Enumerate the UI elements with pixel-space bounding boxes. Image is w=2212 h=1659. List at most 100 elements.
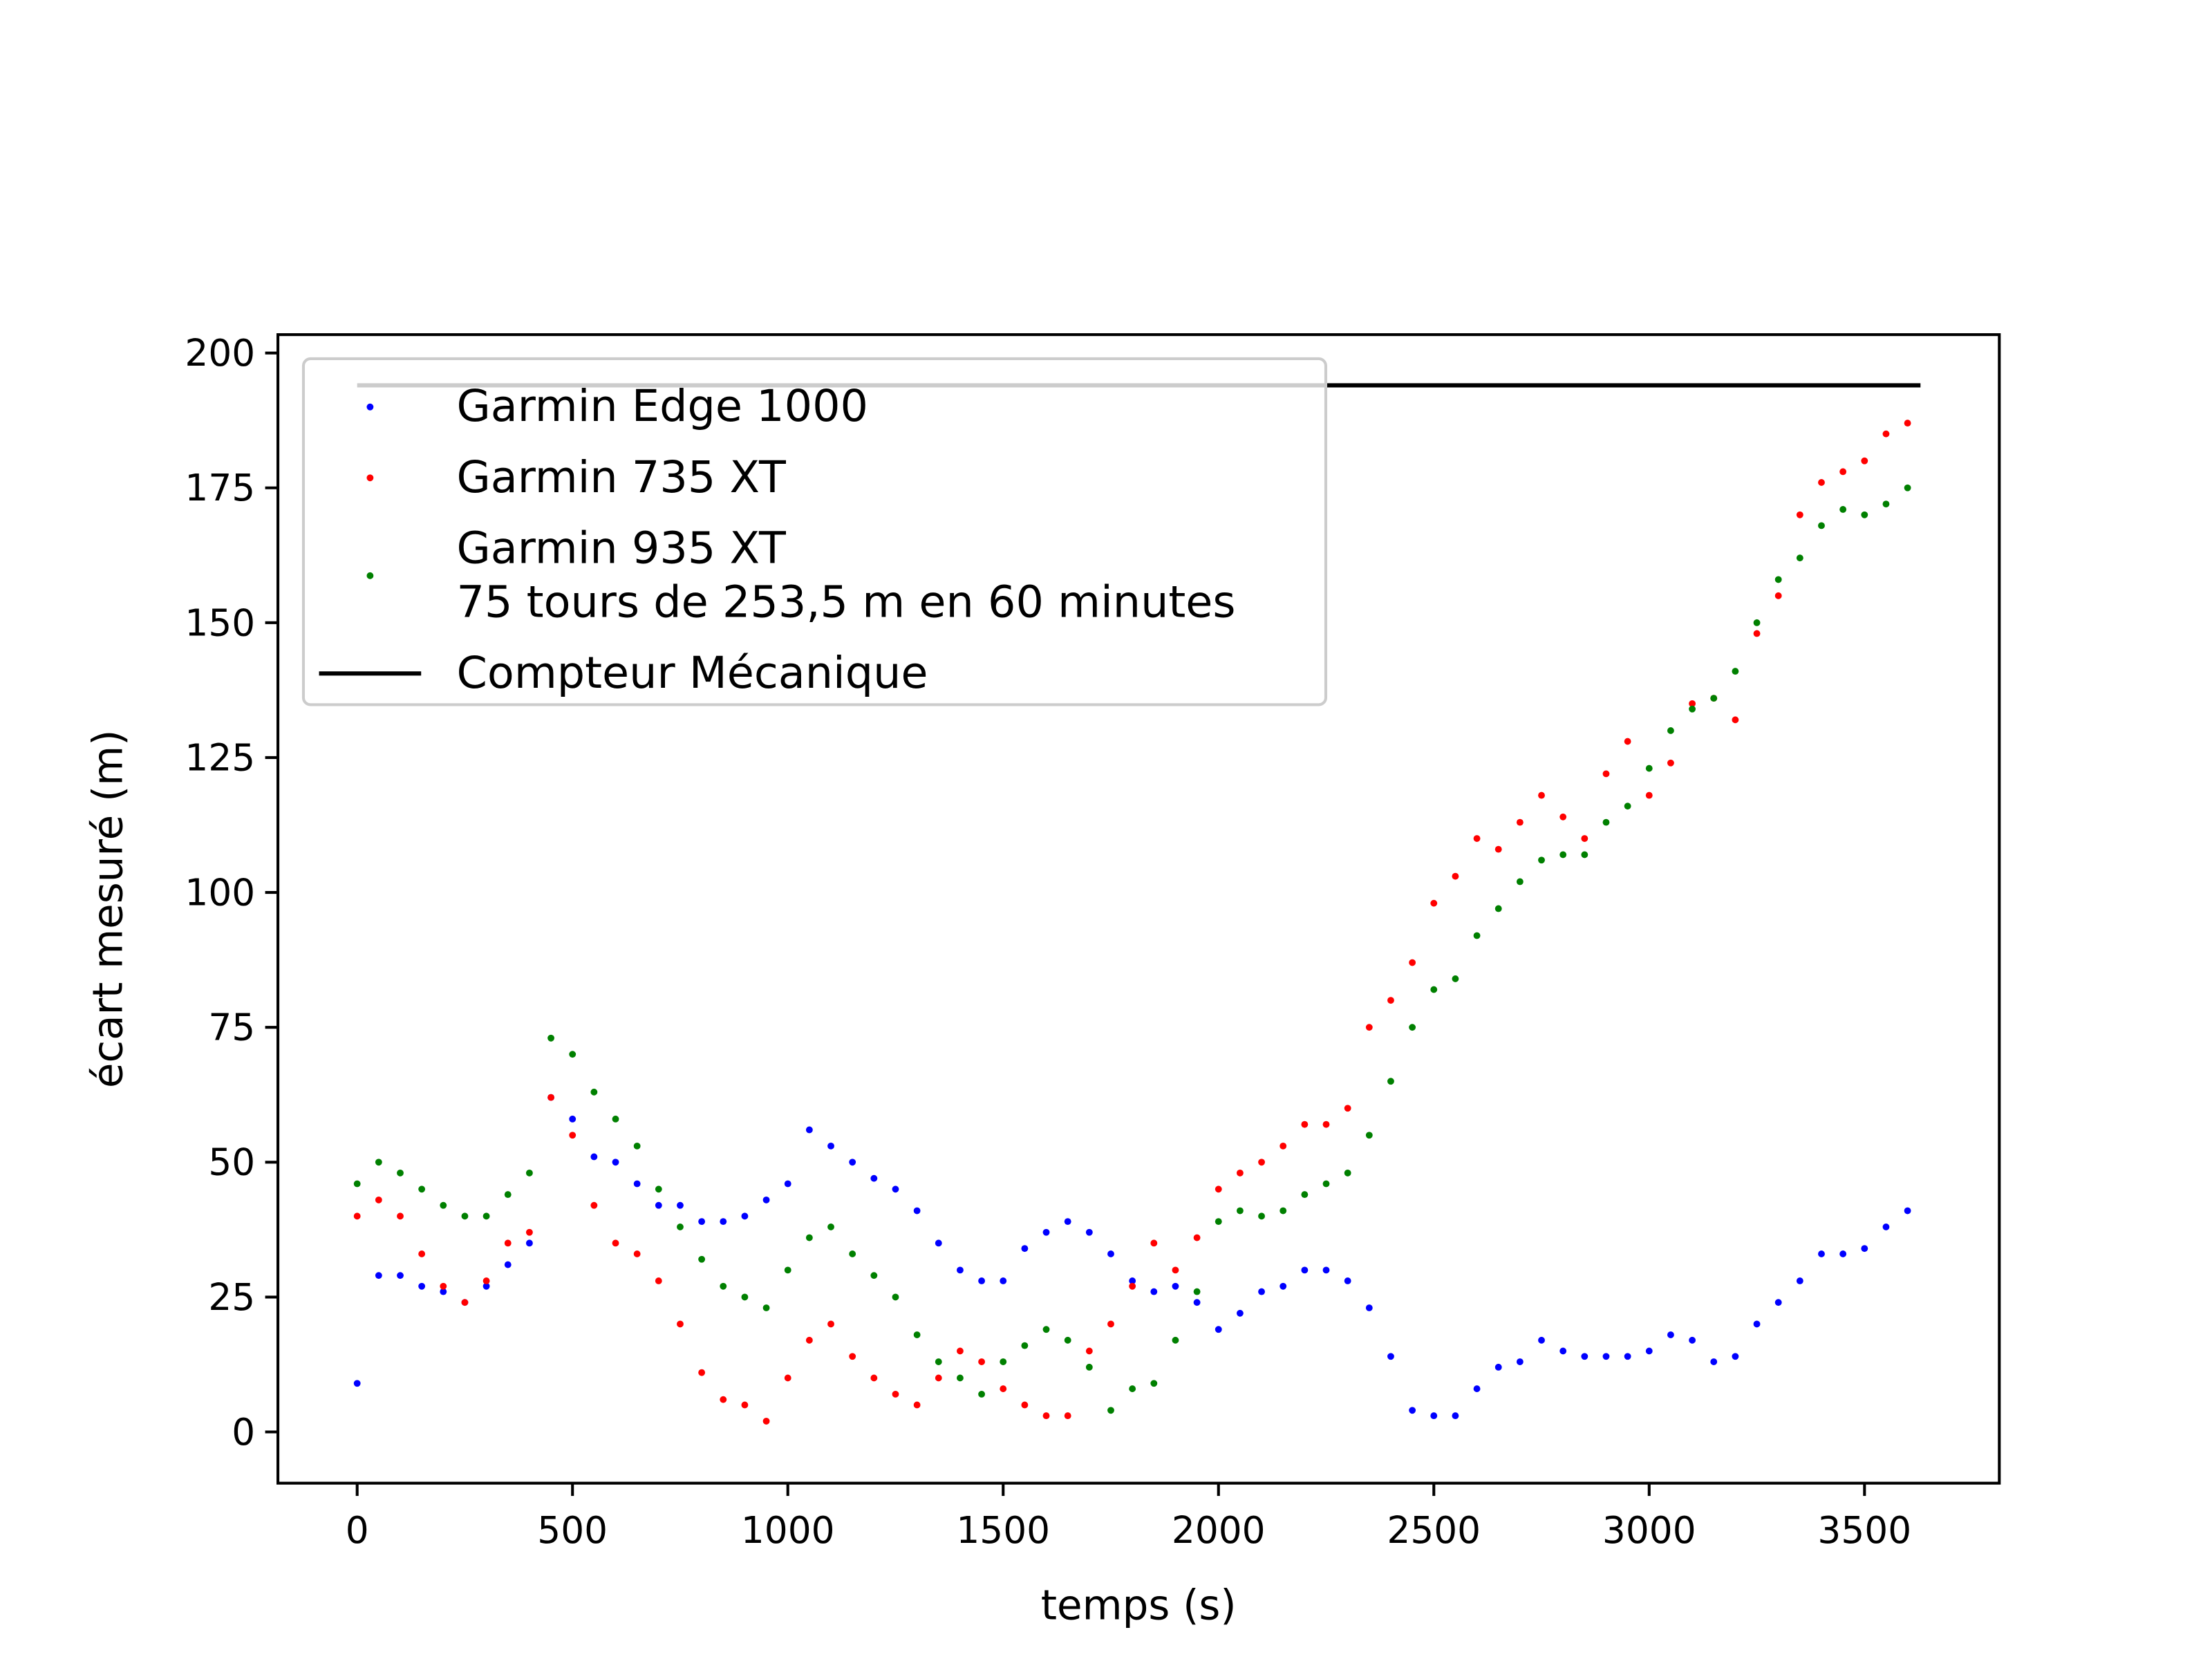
data-point — [547, 1034, 554, 1042]
x-tick-label: 2000 — [1172, 1508, 1266, 1552]
legend-entry: Garmin 735 XT — [305, 442, 1324, 514]
data-point — [1861, 457, 1868, 465]
data-point — [590, 1088, 598, 1096]
data-point — [1064, 1412, 1071, 1420]
data-point — [1516, 1358, 1524, 1365]
data-point — [1236, 1309, 1244, 1317]
data-point — [1107, 1250, 1114, 1257]
data-point — [440, 1288, 447, 1295]
data-point — [1732, 668, 1739, 675]
data-point — [892, 1293, 899, 1301]
data-point — [913, 1207, 921, 1215]
data-point — [892, 1185, 899, 1193]
data-point — [1710, 695, 1718, 702]
data-point — [1301, 1191, 1309, 1199]
data-point — [1839, 468, 1847, 476]
data-point — [633, 1250, 641, 1257]
data-point — [1494, 845, 1502, 853]
data-point — [375, 1159, 382, 1166]
data-point — [913, 1401, 921, 1409]
data-point — [482, 1282, 490, 1290]
data-point — [957, 1266, 964, 1274]
data-point — [1753, 630, 1761, 637]
data-point — [353, 1212, 361, 1220]
data-point — [677, 1320, 684, 1328]
data-point — [1172, 1336, 1179, 1344]
data-point — [1085, 1347, 1093, 1355]
data-point — [1409, 959, 1416, 966]
data-point — [978, 1390, 986, 1398]
data-point — [1365, 1024, 1373, 1031]
data-point — [1753, 619, 1761, 626]
data-point — [1064, 1218, 1071, 1226]
y-tick-label: 0 — [232, 1410, 255, 1454]
data-point — [1494, 905, 1502, 912]
x-axis-label: temps (s) — [1041, 1582, 1237, 1630]
data-point — [1258, 1288, 1265, 1295]
data-point — [1150, 1239, 1158, 1247]
data-point — [1387, 997, 1394, 1004]
legend-marker — [366, 403, 374, 411]
data-point — [1452, 1412, 1459, 1420]
x-tick-label: 500 — [537, 1508, 608, 1552]
data-point — [1710, 1358, 1718, 1365]
legend-entry: Garmin Edge 1000 — [305, 371, 1324, 442]
data-point — [1085, 1228, 1093, 1236]
data-point — [698, 1255, 706, 1263]
data-point — [1107, 1320, 1114, 1328]
data-point — [1344, 1169, 1351, 1177]
data-point — [1021, 1245, 1029, 1253]
data-point — [1172, 1266, 1179, 1274]
data-point — [1430, 986, 1438, 993]
data-point — [957, 1374, 964, 1382]
data-point — [418, 1185, 426, 1193]
data-point — [1236, 1207, 1244, 1215]
data-point — [892, 1390, 899, 1398]
legend-label: Garmin 935 XT 75 tours de 253,5 m en 60 … — [456, 523, 1236, 628]
data-point — [1796, 1277, 1803, 1284]
data-point — [849, 1159, 856, 1166]
data-point — [1172, 1282, 1179, 1290]
data-point — [870, 1174, 878, 1182]
data-point — [1387, 1353, 1394, 1360]
data-point — [633, 1180, 641, 1188]
y-tick-label: 200 — [185, 331, 255, 375]
plot-frame — [276, 333, 2001, 1485]
data-point — [590, 1201, 598, 1209]
data-point — [1000, 1358, 1007, 1365]
data-point — [1365, 1304, 1373, 1311]
legend-marker-box — [366, 572, 374, 579]
legend-entry: Garmin 935 XT 75 tours de 253,5 m en 60 … — [305, 514, 1324, 639]
data-point — [1861, 511, 1868, 518]
data-point — [440, 1282, 447, 1290]
data-point — [1753, 1320, 1761, 1328]
data-point — [1602, 818, 1610, 826]
data-point — [957, 1347, 964, 1355]
data-point — [375, 1272, 382, 1280]
data-point — [698, 1369, 706, 1376]
data-point — [569, 1132, 577, 1139]
data-point — [1796, 511, 1803, 518]
data-point — [612, 1239, 619, 1247]
data-point — [978, 1358, 986, 1365]
data-point — [677, 1201, 684, 1209]
data-point — [1602, 770, 1610, 778]
data-point — [418, 1250, 426, 1257]
data-point — [1021, 1401, 1029, 1409]
data-point — [525, 1239, 533, 1247]
data-point — [569, 1051, 577, 1058]
data-point — [720, 1282, 727, 1290]
data-point — [1322, 1121, 1330, 1128]
data-point — [1904, 420, 1911, 427]
legend-label: Compteur Mécanique — [456, 648, 928, 700]
data-point — [1494, 1363, 1502, 1371]
data-point — [1301, 1121, 1309, 1128]
data-point — [1042, 1326, 1050, 1333]
data-point — [720, 1396, 727, 1403]
data-point — [482, 1212, 490, 1220]
data-point — [1129, 1277, 1136, 1284]
data-point — [1559, 851, 1567, 859]
data-point — [1409, 1024, 1416, 1031]
data-point — [784, 1180, 791, 1188]
